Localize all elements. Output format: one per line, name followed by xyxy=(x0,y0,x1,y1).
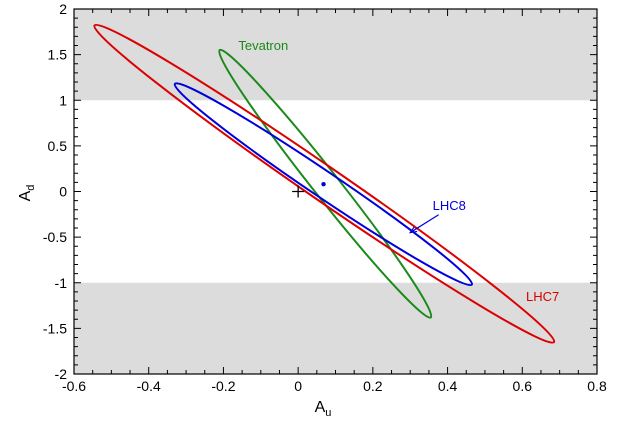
y-tick-label: -2 xyxy=(55,366,68,382)
x-tick-label: -0.4 xyxy=(137,378,161,394)
x-tick-label: 0.4 xyxy=(438,378,458,394)
x-tick-label: -0.6 xyxy=(62,378,86,394)
y-axis-title: Ad xyxy=(17,185,37,202)
annotation-arrow xyxy=(409,214,439,234)
annotation-arrowhead xyxy=(408,226,418,234)
x-tick-label: 0.2 xyxy=(363,378,383,394)
x-tick-label: 0.6 xyxy=(513,378,533,394)
y-tick-label: -1 xyxy=(55,275,68,291)
y-tick-label: 2 xyxy=(59,1,67,17)
annotation-tevatron: Tevatron xyxy=(238,38,288,53)
x-tick-label: -0.2 xyxy=(211,378,235,394)
annotation-lhc8: LHC8 xyxy=(433,198,466,213)
y-tick-label: -1.5 xyxy=(43,320,67,336)
y-tick-label: 0 xyxy=(59,184,67,200)
y-tick-label: -0.5 xyxy=(43,229,67,245)
x-axis-title: Au xyxy=(315,399,332,419)
ellipse-lhc7 xyxy=(93,23,556,344)
x-tick-label: 0.8 xyxy=(587,378,607,394)
ticks: -0.6 -0.4 -0.2 0 0.2 0.4 0.6 0.8 -2 -1.5 -1 -0.5 0 0.… xyxy=(43,1,607,394)
ellipse-curves xyxy=(93,23,556,344)
x-tick-label: 0 xyxy=(294,378,302,394)
annotations: Tevatron LHC8 LHC7 xyxy=(238,38,559,304)
reference-plus-marker xyxy=(292,185,305,198)
shaded-bands xyxy=(74,9,597,374)
annotation-lhc7: LHC7 xyxy=(526,289,559,304)
y-tick-label: 0.5 xyxy=(48,138,68,154)
y-tick-label: 1 xyxy=(59,92,67,108)
best-fit-point-lhc8 xyxy=(321,182,326,187)
ellipse-lhc8 xyxy=(173,82,474,287)
markers xyxy=(292,182,326,198)
y-tick-label: 1.5 xyxy=(48,47,68,63)
shaded-band-0 xyxy=(74,9,597,101)
